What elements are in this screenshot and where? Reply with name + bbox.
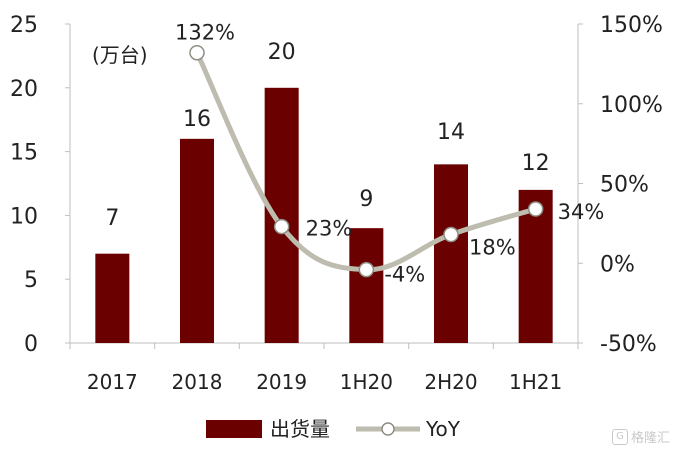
bar-value-label: 9 <box>359 187 373 212</box>
unit-label: (万台) <box>92 43 148 67</box>
x-tick-label: 2018 <box>172 370 223 394</box>
x-tick-label: 2017 <box>87 370 138 394</box>
yoy-line-path <box>194 50 539 273</box>
bar-value-label: 16 <box>183 107 211 132</box>
x-tick-label: 2019 <box>256 370 307 394</box>
bar <box>180 138 214 343</box>
yoy-point <box>527 201 544 217</box>
legend-bar-swatch <box>206 420 262 438</box>
legend-line-marker <box>381 422 395 436</box>
bar-value-label: 7 <box>105 206 119 231</box>
yoy-point <box>189 44 205 61</box>
yoy-value-label: 132% <box>175 21 235 45</box>
data-labels: 7 16 20 9 14 12 132% 23% -4% 18% 34% <box>105 21 604 287</box>
yoy-point <box>443 226 459 243</box>
y-right-tick-label: 100% <box>600 93 663 118</box>
y-right-tick-label: 150% <box>600 13 663 38</box>
yoy-value-label: 23% <box>306 217 353 241</box>
bar <box>95 253 130 343</box>
yoy-value-label: -4% <box>384 263 425 287</box>
watermark-text: 格隆汇 <box>630 431 670 446</box>
bar <box>434 164 468 343</box>
y-left-tick-label: 5 <box>24 268 38 293</box>
bar <box>264 87 299 343</box>
yoy-value-label: 34% <box>558 200 605 224</box>
yoy-line <box>189 44 544 278</box>
y-left-tick-label: 0 <box>24 332 38 357</box>
legend: 出货量 YoY <box>206 417 461 441</box>
yoy-value-label: 18% <box>469 236 516 260</box>
axes: 0 5 10 15 20 25 -50% 0% 50% 100% 150% 2017 2018 2019 1… <box>10 13 663 394</box>
y-left-tick-label: 20 <box>10 77 38 102</box>
yoy-point <box>358 261 375 278</box>
yoy-point <box>273 218 290 235</box>
y-left-tick-label: 15 <box>10 141 38 166</box>
watermark-logo-icon: G <box>611 428 628 445</box>
y-right-tick-label: 0% <box>600 252 635 277</box>
legend-bar-label: 出货量 <box>270 417 330 441</box>
bar-value-label: 12 <box>522 151 550 176</box>
bars <box>95 87 553 343</box>
y-left-tick-label: 25 <box>10 13 38 38</box>
x-tick-label: 1H21 <box>509 370 562 394</box>
x-tick-label: 1H20 <box>340 370 393 394</box>
x-tick-label: 2H20 <box>424 370 477 394</box>
bar <box>349 228 384 343</box>
legend-line-label: YoY <box>425 417 461 441</box>
y-left-tick-label: 10 <box>10 204 38 229</box>
y-right-tick-label: 50% <box>600 173 649 198</box>
bar-value-label: 20 <box>268 40 296 65</box>
watermark: G 格隆汇 <box>611 427 670 446</box>
y-right-tick-label: -50% <box>600 332 657 357</box>
bar-value-label: 14 <box>437 120 465 145</box>
